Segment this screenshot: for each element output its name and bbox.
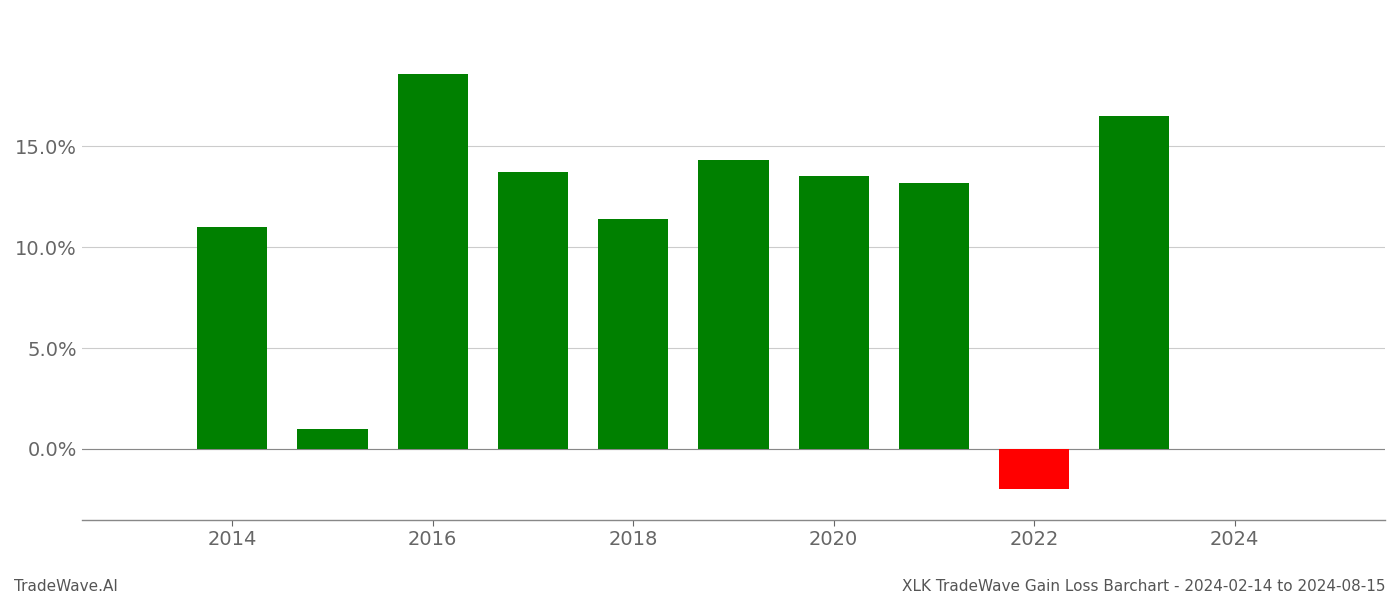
Bar <box>899 182 969 449</box>
Text: TradeWave.AI: TradeWave.AI <box>14 579 118 594</box>
Bar <box>297 429 368 449</box>
Bar <box>1000 449 1070 490</box>
Bar <box>197 227 267 449</box>
Bar <box>598 219 668 449</box>
Bar <box>699 160 769 449</box>
Text: XLK TradeWave Gain Loss Barchart - 2024-02-14 to 2024-08-15: XLK TradeWave Gain Loss Barchart - 2024-… <box>903 579 1386 594</box>
Bar <box>398 74 468 449</box>
Bar <box>798 176 869 449</box>
Bar <box>1099 116 1169 449</box>
Bar <box>498 172 568 449</box>
